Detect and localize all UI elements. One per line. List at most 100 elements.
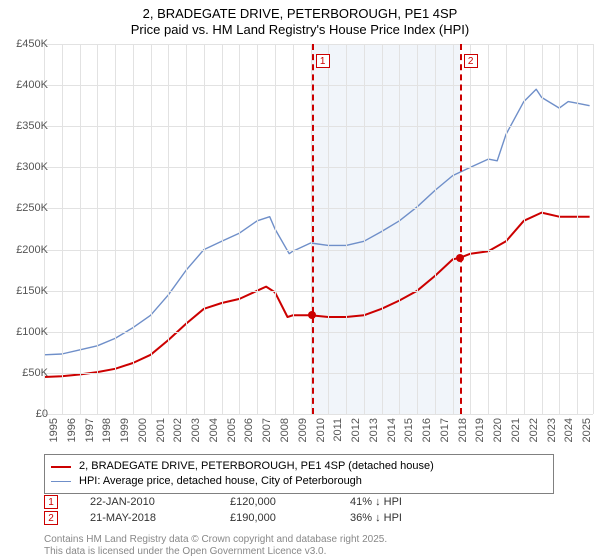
chart-svg [44, 44, 594, 414]
x-axis-label: 2011 [332, 418, 344, 442]
y-gridline [44, 414, 593, 415]
x-gridline [293, 44, 294, 414]
x-axis-label: 2010 [315, 418, 327, 442]
y-axis-label: £100K [16, 326, 48, 338]
x-axis-label: 2021 [510, 418, 522, 442]
event-pct: 41% ↓ HPI [350, 496, 470, 508]
event-date: 22-JAN-2010 [90, 496, 230, 508]
x-gridline [80, 44, 81, 414]
events-table: 1 22-JAN-2010£120,00041% ↓ HPI 221-MAY-201… [44, 494, 470, 526]
x-axis-label: 2004 [208, 418, 220, 442]
y-gridline [44, 332, 593, 333]
footer-attribution: Contains HM Land Registry data © Crown c… [44, 534, 387, 558]
event-line [312, 44, 314, 414]
y-gridline [44, 167, 593, 168]
y-axis-label: £450K [16, 38, 48, 50]
x-axis-label: 2009 [297, 418, 309, 442]
x-axis-label: 1996 [66, 418, 78, 442]
y-gridline [44, 373, 593, 374]
y-axis-label: £250K [16, 202, 48, 214]
x-axis-label: 2015 [403, 418, 415, 442]
event-dot [308, 311, 316, 319]
legend-label: HPI: Average price, detached house, City… [79, 474, 362, 489]
y-axis-label: £150K [16, 285, 48, 297]
y-axis-label: £300K [16, 161, 48, 173]
x-gridline [151, 44, 152, 414]
event-marker: 2 [464, 54, 478, 68]
event-price: £120,000 [230, 496, 350, 508]
price-chart: 12 [44, 44, 594, 414]
x-gridline [470, 44, 471, 414]
event-dot [456, 254, 464, 262]
legend: 2, BRADEGATE DRIVE, PETERBOROUGH, PE1 4S… [44, 454, 554, 494]
event-marker: 1 [316, 54, 330, 68]
x-gridline [133, 44, 134, 414]
x-gridline [399, 44, 400, 414]
y-gridline [44, 85, 593, 86]
x-gridline [204, 44, 205, 414]
x-axis-label: 2018 [457, 418, 469, 442]
x-gridline [328, 44, 329, 414]
x-gridline [506, 44, 507, 414]
event-price: £190,000 [230, 512, 350, 524]
y-gridline [44, 208, 593, 209]
legend-row: HPI: Average price, detached house, City… [51, 474, 547, 489]
x-gridline [275, 44, 276, 414]
y-axis-label: £400K [16, 79, 48, 91]
y-gridline [44, 291, 593, 292]
x-gridline [257, 44, 258, 414]
x-axis-label: 2025 [581, 418, 593, 442]
y-axis-label: £350K [16, 120, 48, 132]
y-axis-label: £50K [22, 367, 48, 379]
legend-swatch [51, 466, 71, 468]
x-gridline [97, 44, 98, 414]
event-pct: 36% ↓ HPI [350, 512, 470, 524]
x-axis-label: 2005 [226, 418, 238, 442]
chart-title: 2, BRADEGATE DRIVE, PETERBOROUGH, PE1 4S… [0, 0, 600, 38]
x-axis-label: 2024 [563, 418, 575, 442]
x-axis-label: 2000 [137, 418, 149, 442]
footer-line-1: Contains HM Land Registry data © Crown c… [44, 534, 387, 546]
x-gridline [186, 44, 187, 414]
x-axis-label: 1998 [101, 418, 113, 442]
x-gridline [435, 44, 436, 414]
series-property [44, 213, 590, 377]
y-gridline [44, 250, 593, 251]
x-axis-label: 2016 [421, 418, 433, 442]
x-axis-label: 2007 [261, 418, 273, 442]
y-axis-label: £200K [16, 244, 48, 256]
x-gridline [542, 44, 543, 414]
event-row-marker: 2 [44, 511, 58, 525]
title-line-2: Price paid vs. HM Land Registry's House … [0, 22, 600, 38]
event-row-marker: 1 [44, 495, 58, 509]
x-axis-label: 2014 [386, 418, 398, 442]
x-gridline [382, 44, 383, 414]
x-axis-label: 2006 [243, 418, 255, 442]
legend-swatch [51, 481, 71, 482]
x-axis-label: 2019 [474, 418, 486, 442]
x-gridline [453, 44, 454, 414]
x-gridline [346, 44, 347, 414]
x-gridline [222, 44, 223, 414]
x-gridline [44, 44, 45, 414]
x-axis-label: 2012 [350, 418, 362, 442]
x-axis-label: 2003 [190, 418, 202, 442]
legend-label: 2, BRADEGATE DRIVE, PETERBOROUGH, PE1 4S… [79, 459, 434, 474]
event-row: 221-MAY-2018£190,00036% ↓ HPI [44, 510, 470, 526]
y-gridline [44, 126, 593, 127]
x-axis-label: 1997 [84, 418, 96, 442]
x-gridline [168, 44, 169, 414]
x-axis-label: 2008 [279, 418, 291, 442]
x-gridline [488, 44, 489, 414]
x-gridline [524, 44, 525, 414]
footer-line-2: This data is licensed under the Open Gov… [44, 546, 387, 558]
legend-row: 2, BRADEGATE DRIVE, PETERBOROUGH, PE1 4S… [51, 459, 547, 474]
y-gridline [44, 44, 593, 45]
x-gridline [417, 44, 418, 414]
x-gridline [577, 44, 578, 414]
x-axis-label: 2002 [172, 418, 184, 442]
x-axis-label: 2001 [155, 418, 167, 442]
x-axis-label: 1999 [119, 418, 131, 442]
x-axis-label: 2023 [546, 418, 558, 442]
x-gridline [364, 44, 365, 414]
